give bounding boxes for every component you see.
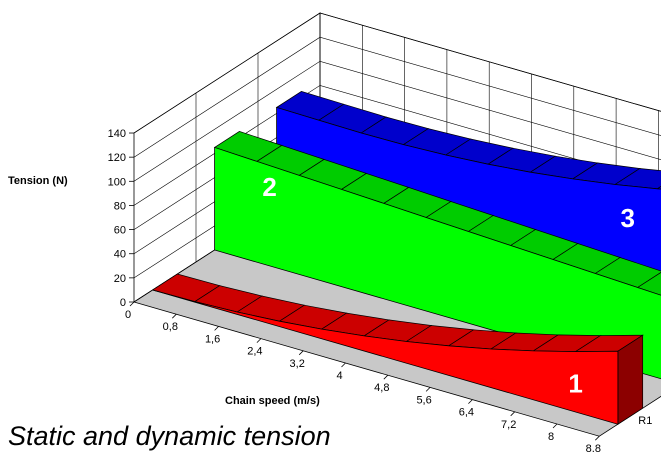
x-tick-label: 1,6 <box>205 333 220 345</box>
x-tick-mark <box>129 301 135 307</box>
series-top-segment <box>656 185 661 190</box>
series-number-label: 3 <box>620 203 634 233</box>
chart-title: Static and dynamic tension <box>8 421 331 451</box>
y-tick-label: 0 <box>120 297 126 309</box>
x-tick-mark <box>298 350 304 356</box>
x-tick-mark <box>595 435 600 441</box>
x-tick-label: 3,2 <box>290 358 305 370</box>
y-tick-label: 140 <box>108 128 126 140</box>
series-number-label: 2 <box>262 172 276 202</box>
series-surfaces: 3 2 1 <box>151 91 661 425</box>
x-tick-label: 7,2 <box>501 419 516 431</box>
x-tick-mark <box>425 387 431 392</box>
y-tick-label: 40 <box>114 249 126 261</box>
series-front-face <box>214 146 661 380</box>
series-top-segment <box>636 271 661 296</box>
y-tick-label: 80 <box>114 200 126 212</box>
y-axis-title: Tension (N) <box>8 175 68 187</box>
series-R2: 2 <box>213 131 661 380</box>
depth-tick-label: R1 <box>638 415 652 427</box>
x-tick-label: 5,6 <box>416 394 431 406</box>
x-tick-label: 8 <box>548 431 554 443</box>
y-grid-line <box>133 12 661 134</box>
x-tick-label: 6,4 <box>459 407 474 419</box>
y-tick-label: 120 <box>108 152 126 164</box>
x-tick-mark <box>510 411 515 417</box>
x-tick-mark <box>256 338 262 343</box>
y-tick-label: 60 <box>114 225 126 237</box>
x-tick-mark <box>341 362 346 368</box>
x-tick-label: 0 <box>125 309 131 321</box>
x-axis-title: Chain speed (m/s) <box>225 395 320 407</box>
x-tick-label: 0,8 <box>163 321 178 333</box>
series-number-label: 1 <box>568 369 582 399</box>
x-tick-mark <box>172 313 177 319</box>
x-tick-mark <box>552 423 558 429</box>
x-tick-mark <box>468 399 473 404</box>
x-tick-label: 8,8 <box>586 443 601 452</box>
y-tick-label: 100 <box>108 176 126 188</box>
series-R1: 1 <box>151 273 644 425</box>
x-tick-label: 4,8 <box>374 382 389 394</box>
tick-labels: 0 20 40 60 80 100 120 140 0 0,8 1,6 2,4 3,2 4 4,8 5,6 6,… <box>108 128 653 452</box>
x-tick-label: 2,4 <box>247 346 262 358</box>
x-tick-mark <box>214 326 219 331</box>
series-end-cap <box>617 334 644 425</box>
x-tick-mark <box>383 374 389 380</box>
y-tick-label: 20 <box>114 273 126 285</box>
x-tick-label: 4 <box>336 370 342 382</box>
series-front-face <box>152 289 619 425</box>
